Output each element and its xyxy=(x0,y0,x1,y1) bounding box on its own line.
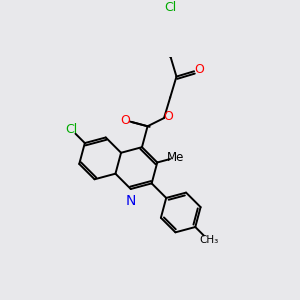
Text: N: N xyxy=(126,194,136,208)
Text: O: O xyxy=(194,63,204,76)
Text: O: O xyxy=(163,110,173,123)
Text: O: O xyxy=(120,114,130,127)
Text: Cl: Cl xyxy=(164,1,177,14)
Text: Cl: Cl xyxy=(65,123,77,136)
Text: Me: Me xyxy=(167,151,184,164)
Text: CH₃: CH₃ xyxy=(199,235,218,245)
